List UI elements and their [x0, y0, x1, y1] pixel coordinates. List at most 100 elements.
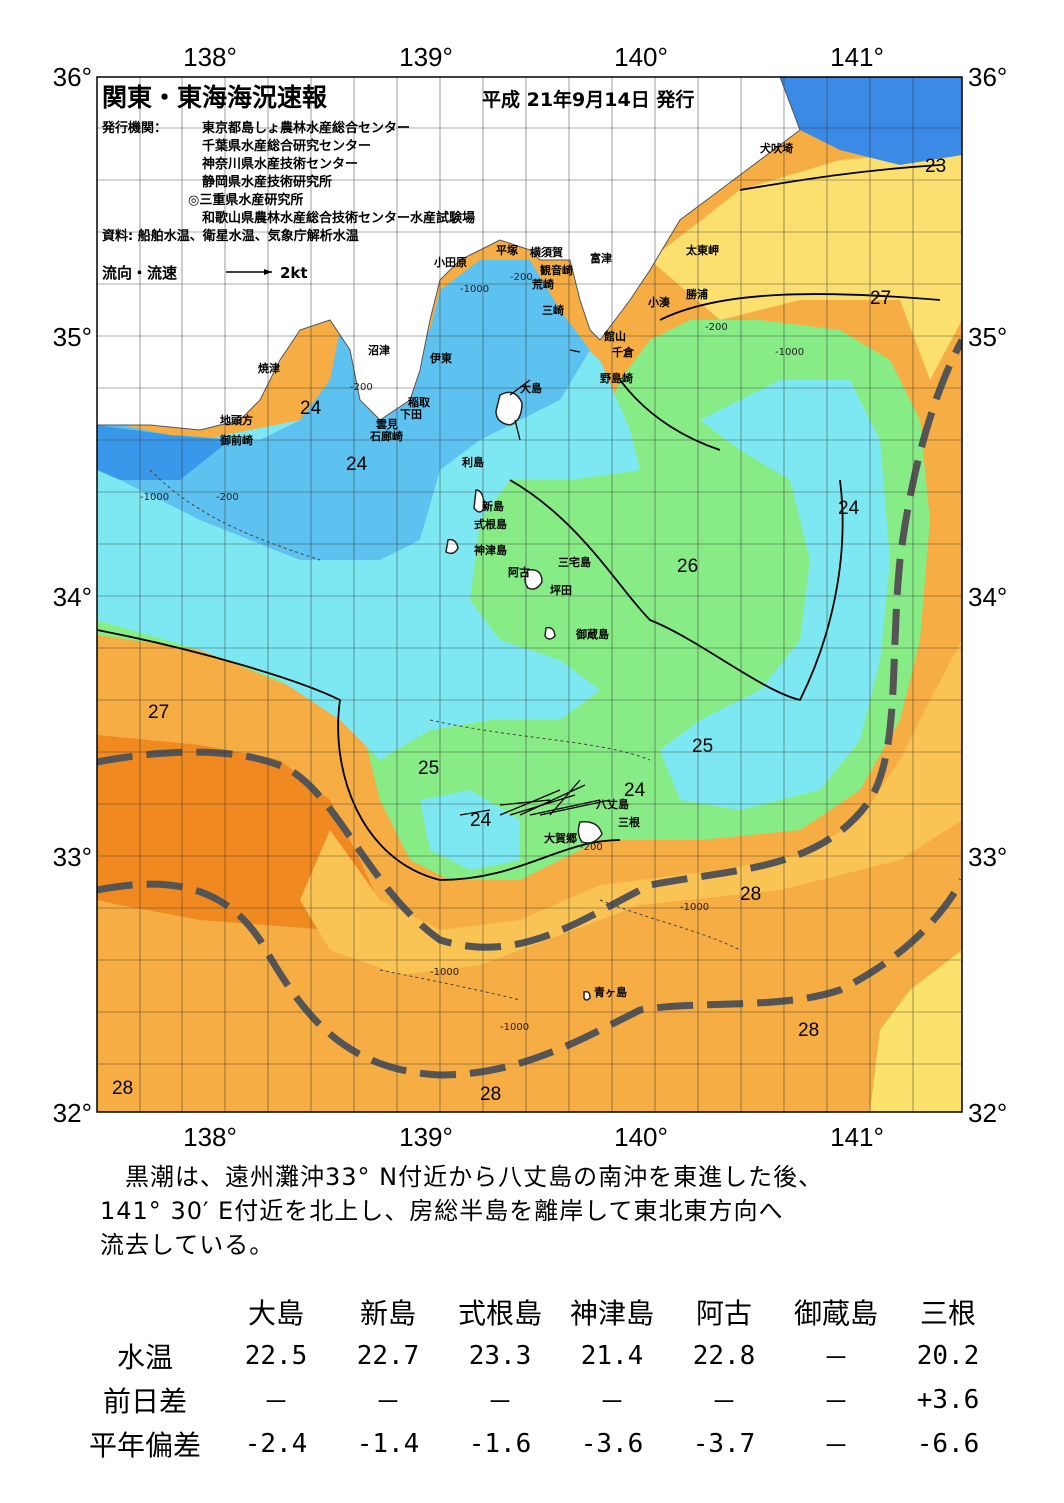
table-cell: －	[822, 1387, 849, 1418]
kuroshio-axis-south	[97, 878, 962, 1079]
temp-label: 28	[740, 884, 761, 905]
depth-label: -1000	[460, 284, 489, 295]
place-ako: 阿古	[508, 565, 530, 579]
land-island-aogashima	[583, 990, 591, 1001]
lon-label-139-bottom: 139°	[399, 1122, 453, 1152]
place-tsubota: 坪田	[550, 584, 572, 597]
temp-label: 24	[470, 810, 492, 831]
land-island-oshima	[495, 391, 523, 426]
temp-label: 26	[677, 556, 698, 577]
place-shimoda: 下田	[400, 408, 422, 421]
land-island-kozushima	[445, 538, 459, 555]
column-header: 式根島	[457, 1297, 542, 1330]
place-hachijojima: 八丈島	[595, 797, 629, 811]
table-cell: －	[262, 1387, 289, 1418]
depth-label: -200	[216, 492, 239, 503]
column-header: 大島	[247, 1297, 304, 1330]
issuer-2: 神奈川県水産技術センター	[202, 156, 358, 172]
place-nojimazaki: 野島崎	[600, 371, 633, 385]
table-cell: 22.8	[692, 1341, 756, 1371]
flow-legend-scale: 2kt	[280, 264, 308, 282]
lat-label-32: 32°	[53, 1098, 92, 1128]
column-header: 阿古	[695, 1297, 752, 1330]
temp-label: 23	[925, 156, 946, 177]
table-cell: 22.7	[356, 1341, 420, 1371]
issuer-3: 静岡県水産技術研究所	[202, 174, 332, 190]
kuroshio-summary: 黒潮は、遠州灘沖33° N付近から八丈島の南沖を東進した後、 141° 30′ …	[100, 1160, 980, 1262]
depth-label: -1000	[140, 492, 169, 503]
lon-label-138-bottom: 138°	[183, 1122, 237, 1152]
sea-cyan-region-hachijo	[420, 790, 520, 870]
issuer-5: 和歌山県農林水産総合技術センター水産試験場	[202, 210, 475, 226]
table-cell: 20.2	[916, 1341, 980, 1371]
table-cell: －	[598, 1387, 625, 1418]
table-cell: －	[822, 1431, 849, 1462]
sea-darker-blue-patch	[97, 425, 230, 480]
place-inatori: 稲取	[408, 395, 430, 409]
issue-date: 平成 21年9月14日 発行	[482, 88, 694, 111]
depth-label: -1000	[680, 902, 709, 913]
temp-label: 25	[418, 758, 439, 779]
place-inubosaki: 犬吠埼	[760, 141, 793, 155]
column-header: 神津島	[569, 1297, 654, 1330]
depth-label: -1000	[430, 967, 459, 978]
table-cell: -1.4	[356, 1429, 420, 1459]
table-header-row: 大島 新島 式根島 神津島 阿古 御蔵島 三根	[70, 1290, 1004, 1334]
sea-yellow-region-northeast	[650, 150, 962, 380]
table-corner	[70, 1290, 220, 1334]
lat-label-35-right: 35°	[968, 322, 1007, 352]
sea-blue-region	[97, 260, 590, 560]
issuer-4: ◎三重県水産研究所	[188, 192, 303, 208]
place-okago: 大賀郷	[544, 831, 577, 845]
lon-label-138: 138°	[183, 42, 237, 72]
flow-legend-arrowhead	[264, 269, 272, 275]
depth-label: -200	[510, 272, 533, 283]
place-irozaki: 石廊崎	[369, 429, 403, 443]
lon-label-139: 139°	[399, 42, 453, 72]
place-kumomi: 雲見	[376, 418, 398, 431]
lat-label-36: 36°	[53, 62, 92, 92]
table-cell: -3.6	[580, 1429, 644, 1459]
place-arasaki: 荒崎	[531, 277, 554, 291]
temp-label: 24	[838, 498, 860, 519]
row-label: 水温	[116, 1341, 173, 1374]
lat-label-36-right: 36°	[968, 62, 1007, 92]
place-hiratsuka: 平塚	[496, 243, 518, 257]
land-island-mikura	[544, 626, 556, 640]
temp-label: 27	[870, 288, 891, 309]
lon-label-140-bottom: 140°	[614, 1122, 668, 1152]
temp-label: 24	[300, 398, 322, 419]
temp-label: 27	[148, 702, 169, 723]
column-header: 御蔵島	[793, 1297, 878, 1330]
table-cell: -6.6	[916, 1429, 980, 1459]
table-cell: 23.3	[468, 1341, 532, 1371]
depth-label: -1000	[775, 347, 804, 358]
land-island-hachijo	[577, 821, 603, 844]
data-source: 資料: 船舶水温、衛星水温、気象庁解析水温	[102, 228, 359, 244]
lon-label-141: 141°	[830, 42, 884, 72]
lat-label-35: 35°	[53, 322, 92, 352]
table-cell: -1.6	[468, 1429, 532, 1459]
table-cell: －	[486, 1387, 513, 1418]
table-cell: -2.4	[244, 1429, 308, 1459]
temp-label: 24	[624, 780, 646, 801]
issuer-1: 千葉県水産総合研究センター	[202, 138, 371, 154]
place-kominato: 小湊	[647, 295, 670, 309]
place-odawara: 小田原	[433, 255, 467, 269]
place-futtsu: 富津	[590, 251, 612, 265]
sea-yellow-southeast	[870, 950, 962, 1112]
place-chikura: 千倉	[612, 345, 635, 359]
issuer-label: 発行機関：	[101, 120, 167, 136]
land-island-miyake	[524, 569, 543, 590]
summary-line: 141° 30′ E付近を北上し、房総半島を離岸して東北東方向へ	[100, 1197, 784, 1225]
depth-label: -1000	[500, 1022, 529, 1033]
place-mitsune: 三根	[618, 815, 641, 829]
kuroshio-axis-north	[97, 338, 962, 951]
table-cell: －	[710, 1387, 737, 1418]
depth-label: -200	[705, 322, 728, 333]
place-aogashima: 青ヶ島	[594, 985, 627, 999]
place-yaizu: 焼津	[258, 361, 280, 375]
column-header: 三根	[919, 1297, 976, 1330]
table-row: 水温 22.5 22.7 23.3 21.4 22.8 － 20.2	[70, 1334, 1004, 1378]
place-omaezaki: 御前崎	[219, 433, 253, 447]
